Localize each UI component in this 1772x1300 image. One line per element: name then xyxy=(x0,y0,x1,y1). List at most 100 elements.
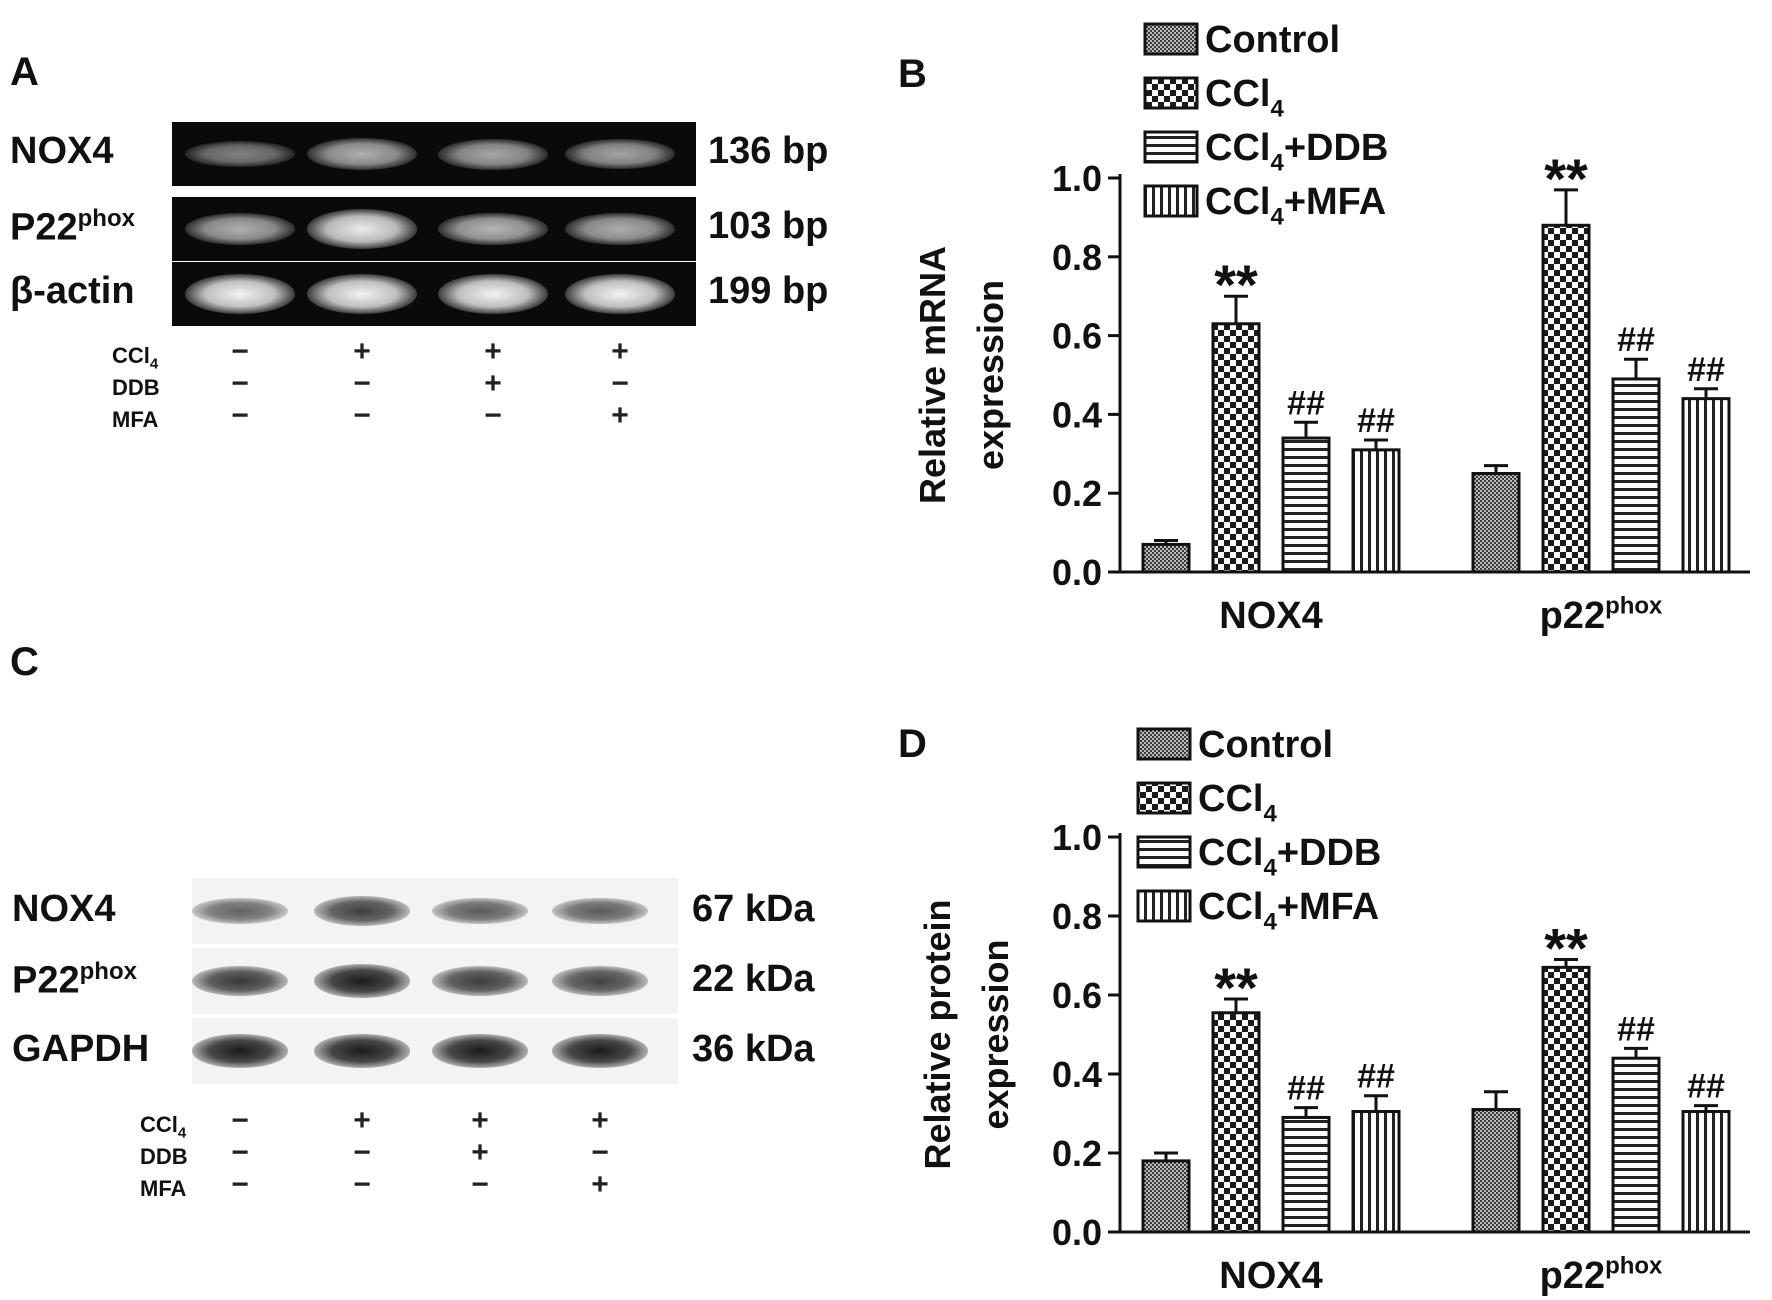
y-tick-label: 0.8 xyxy=(1052,237,1102,278)
band xyxy=(192,1034,288,1068)
treatment-sign: − xyxy=(591,1136,609,1169)
legend-label: CCl4+DDB xyxy=(1205,127,1388,177)
significance-label: ** xyxy=(1544,916,1588,979)
legend-label: Control xyxy=(1198,724,1333,766)
bar xyxy=(1351,448,1401,574)
band xyxy=(432,1034,528,1068)
y-tick-label: 1.0 xyxy=(1052,158,1102,199)
band xyxy=(432,897,528,925)
band xyxy=(314,1034,410,1068)
band xyxy=(314,896,410,926)
row-label: P22phox xyxy=(10,205,135,249)
treatment-sign: + xyxy=(611,399,629,432)
bar xyxy=(1281,1115,1331,1234)
y-tick-label: 0.6 xyxy=(1052,975,1102,1016)
band xyxy=(307,274,417,314)
bar xyxy=(1471,472,1521,574)
y-tick-label: 0.0 xyxy=(1052,552,1102,593)
treatment-sign: + xyxy=(353,1104,371,1137)
blot-strip xyxy=(172,197,696,261)
significance-label: ## xyxy=(1687,351,1725,389)
size-label: 136 bp xyxy=(708,130,829,172)
treatment-sign: − xyxy=(231,399,249,432)
band xyxy=(438,212,548,246)
size-label: 22 kDa xyxy=(692,958,815,1000)
treatment-sign: − xyxy=(231,1168,249,1201)
band xyxy=(185,274,295,314)
treatment-sign: + xyxy=(471,1136,489,1169)
treatment-label: CCl4 xyxy=(112,343,159,373)
treatment-sign: − xyxy=(353,399,371,432)
y-tick-label: 0.4 xyxy=(1052,1054,1102,1095)
row-label: P22phox xyxy=(12,958,137,1002)
significance-label: ## xyxy=(1357,1058,1395,1096)
significance-label: ## xyxy=(1287,384,1325,422)
legend-swatch xyxy=(1143,76,1199,110)
treatment-label: MFA xyxy=(140,1176,187,1201)
treatment-label: MFA xyxy=(112,407,159,432)
legend-label: CCl4 xyxy=(1198,778,1277,828)
treatment-sign: + xyxy=(591,1104,609,1137)
y-axis-label: Relative mRNA xyxy=(912,246,953,504)
treatment-sign: − xyxy=(611,367,629,400)
treatment-label: DDB xyxy=(140,1144,188,1169)
legend-swatch xyxy=(1143,184,1199,218)
legend-swatch xyxy=(1136,835,1192,869)
bar xyxy=(1141,1159,1191,1234)
row-label: GAPDH xyxy=(12,1028,150,1070)
treatment-sign: + xyxy=(611,335,629,368)
blot-strip xyxy=(192,878,678,944)
treatment-sign: − xyxy=(484,399,502,432)
treatment-sign: − xyxy=(231,367,249,400)
y-tick-label: 0.6 xyxy=(1052,316,1102,357)
treatment-sign: − xyxy=(231,1136,249,1169)
band xyxy=(314,964,410,998)
band xyxy=(185,213,295,245)
bar xyxy=(1281,436,1331,574)
band xyxy=(192,965,288,997)
size-label: 103 bp xyxy=(708,205,829,247)
treatment-sign: − xyxy=(353,367,371,400)
blot-strip xyxy=(172,262,696,326)
y-axis-label: expression xyxy=(970,280,1011,470)
treatment-label: CCl4 xyxy=(140,1112,187,1142)
x-tick-label: p22phox xyxy=(1540,1253,1663,1297)
size-label: 67 kDa xyxy=(692,888,815,930)
significance-label: ## xyxy=(1357,402,1395,440)
panel-letter-d: D xyxy=(898,722,927,766)
band xyxy=(552,1034,648,1068)
treatment-sign: + xyxy=(484,335,502,368)
y-axis-label: expression xyxy=(975,939,1016,1129)
blot-strip xyxy=(192,1018,678,1084)
y-tick-label: 0.2 xyxy=(1052,473,1102,514)
legend-label: Control xyxy=(1205,19,1340,61)
significance-label: ## xyxy=(1687,1068,1725,1106)
band xyxy=(565,138,675,170)
treatment-label: DDB xyxy=(112,375,160,400)
treatment-sign: + xyxy=(484,367,502,400)
band xyxy=(438,274,548,314)
bar xyxy=(1541,965,1591,1234)
row-label: β-actin xyxy=(10,270,135,312)
legend-label: CCl4+MFA xyxy=(1198,886,1379,936)
significance-label: ** xyxy=(1214,253,1258,316)
size-label: 199 bp xyxy=(708,270,829,312)
bar xyxy=(1681,397,1731,574)
treatment-sign: + xyxy=(591,1168,609,1201)
legend-label: CCl4 xyxy=(1205,73,1284,123)
band xyxy=(438,138,548,170)
y-tick-label: 0.8 xyxy=(1052,896,1102,937)
legend-swatch xyxy=(1136,781,1192,815)
row-label: NOX4 xyxy=(10,130,114,172)
band xyxy=(552,897,648,925)
row-label: NOX4 xyxy=(12,888,116,930)
x-tick-label: p22phox xyxy=(1540,593,1663,637)
legend-swatch xyxy=(1143,130,1199,164)
y-tick-label: 1.0 xyxy=(1052,817,1102,858)
band xyxy=(185,140,295,168)
blot-strip xyxy=(192,948,678,1014)
band xyxy=(565,274,675,314)
x-tick-label: NOX4 xyxy=(1219,595,1322,637)
bar xyxy=(1541,223,1591,574)
